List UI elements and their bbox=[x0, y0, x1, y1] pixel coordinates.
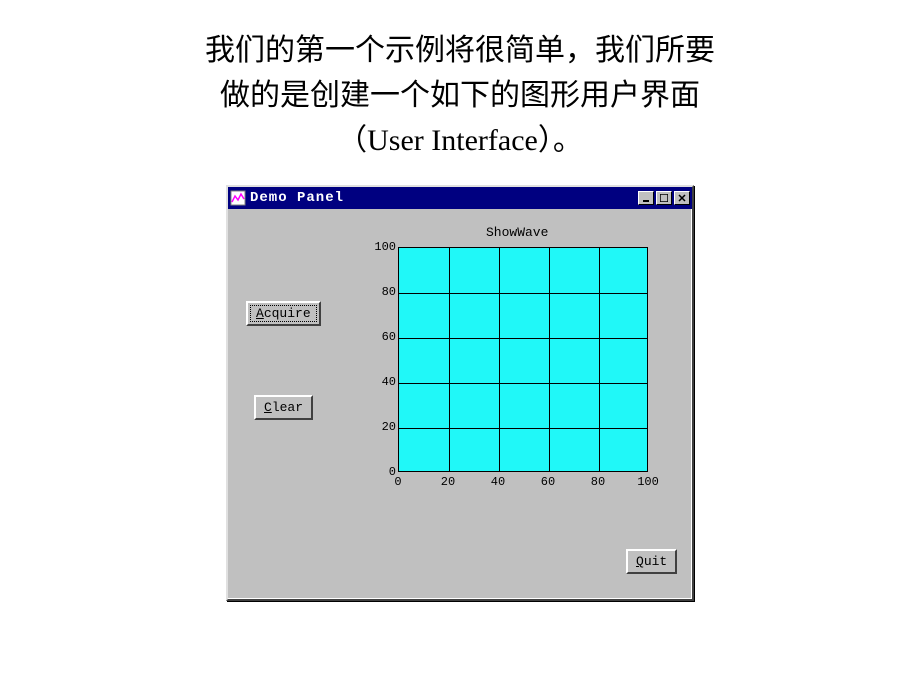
window-body: ShowWave Acquire Clear Quit 0 20 40 60 80 100… bbox=[228, 209, 692, 599]
maximize-button[interactable] bbox=[656, 191, 672, 205]
showwave-chart: 020406080100 020406080100 bbox=[358, 247, 658, 502]
minimize-button[interactable] bbox=[638, 191, 654, 205]
quit-button[interactable]: Quit bbox=[626, 549, 677, 574]
acquire-button[interactable]: Acquire bbox=[246, 301, 321, 326]
window-controls bbox=[636, 191, 690, 205]
y-tick-label: 40 bbox=[356, 375, 396, 389]
x-tick-label: 20 bbox=[441, 475, 455, 489]
y-tick-label: 0 bbox=[356, 465, 396, 479]
heading-line-2: 做的是创建一个如下的图形用户界面 bbox=[220, 79, 700, 112]
y-tick-label: 80 bbox=[356, 285, 396, 299]
heading-line-3: （User Interface）。 bbox=[337, 124, 583, 157]
demo-panel-window: Demo Panel ShowWave Acquire Clear Quit 0… bbox=[226, 185, 694, 601]
window-title: Demo Panel bbox=[250, 190, 636, 206]
chart-title: ShowWave bbox=[486, 225, 548, 240]
clear-button[interactable]: Clear bbox=[254, 395, 313, 420]
y-tick-label: 60 bbox=[356, 330, 396, 344]
app-icon bbox=[230, 190, 246, 206]
y-tick-label: 20 bbox=[356, 420, 396, 434]
x-tick-label: 40 bbox=[491, 475, 505, 489]
x-tick-label: 60 bbox=[541, 475, 555, 489]
slide-heading: 我们的第一个示例将很简单，我们所要 做的是创建一个如下的图形用户界面 （User… bbox=[0, 0, 920, 173]
close-button[interactable] bbox=[674, 191, 690, 205]
x-tick-label: 100 bbox=[637, 475, 659, 489]
heading-line-1: 我们的第一个示例将很简单，我们所要 bbox=[205, 34, 715, 67]
y-tick-label: 100 bbox=[356, 240, 396, 254]
x-tick-label: 80 bbox=[591, 475, 605, 489]
plot-background bbox=[399, 248, 647, 471]
plot-area bbox=[398, 247, 648, 472]
titlebar[interactable]: Demo Panel bbox=[228, 187, 692, 209]
x-tick-label: 0 bbox=[394, 475, 401, 489]
